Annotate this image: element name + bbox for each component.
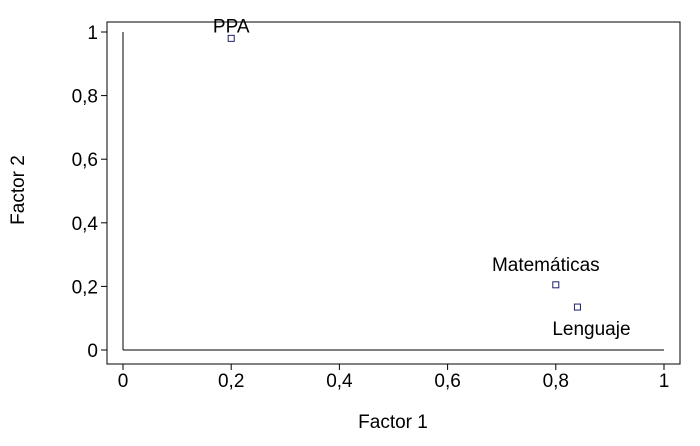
y-tick-label: 0,4 [72, 214, 99, 235]
x-tick-label: 0,2 [218, 371, 244, 392]
y-axis-title: Factor 2 [8, 155, 29, 225]
x-axis-ticks: 0 0,2 0,4 0,6 0,8 1 [118, 364, 670, 392]
data-point-marker [573, 303, 581, 311]
data-points: PPA Matemáticas Lenguaje [213, 16, 631, 340]
y-tick-label: 0,6 [72, 150, 98, 171]
x-tick-label: 0 [118, 371, 129, 392]
x-tick-label: 1 [659, 371, 670, 392]
y-axis-ticks: 0 0,2 0,4 0,6 0,8 1 [72, 23, 107, 362]
x-axis-title: Factor 1 [358, 412, 428, 433]
data-point-label: Lenguaje [552, 319, 630, 340]
y-tick-label: 0 [87, 341, 98, 362]
x-tick-label: 0,6 [434, 371, 460, 392]
y-tick-label: 1 [87, 23, 98, 44]
data-point-marker [552, 281, 560, 289]
x-tick-label: 0,8 [543, 371, 569, 392]
plot-frame [106, 21, 681, 365]
x-tick-label: 0,4 [326, 371, 353, 392]
y-tick-label: 0,2 [72, 277, 98, 298]
data-point-label: Matemáticas [492, 255, 600, 276]
data-point-label: PPA [213, 16, 250, 37]
data-point-marker [227, 34, 235, 42]
y-tick-label: 0,8 [72, 87, 98, 108]
